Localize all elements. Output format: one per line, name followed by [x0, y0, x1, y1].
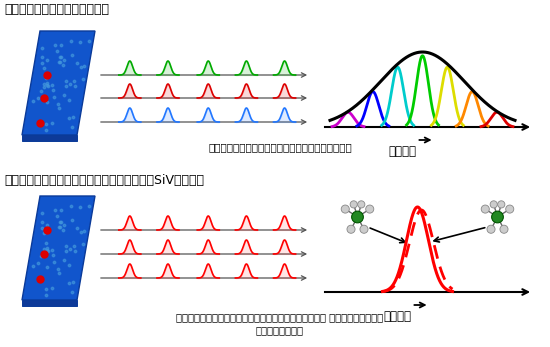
Text: 発光波長: 発光波長 — [388, 145, 416, 158]
Text: 結晶中の異なる位置の一光子源では、波長が異なる: 結晶中の異なる位置の一光子源では、波長が異なる — [208, 142, 352, 152]
Text: 固体結晶中の単一光子源の難題: 固体結晶中の単一光子源の難題 — [4, 3, 109, 16]
Circle shape — [500, 225, 508, 233]
Text: 異なる位置の単一光子源が発生した光子を識別できない 単一光子源を多数作: 異なる位置の単一光子源が発生した光子を識別できない 単一光子源を多数作 — [177, 312, 383, 322]
Circle shape — [358, 201, 365, 208]
Circle shape — [481, 205, 490, 213]
Text: 製することに成功: 製することに成功 — [256, 325, 304, 335]
Circle shape — [341, 205, 349, 213]
Polygon shape — [22, 196, 95, 300]
Circle shape — [366, 205, 374, 213]
Circle shape — [351, 211, 364, 223]
Text: 高純度・高結晶性を極めたダイヤモンド中のSiVセンター: 高純度・高結晶性を極めたダイヤモンド中のSiVセンター — [4, 174, 204, 187]
Text: 発光波長: 発光波長 — [383, 310, 411, 323]
Polygon shape — [22, 31, 95, 135]
Circle shape — [360, 225, 368, 233]
Circle shape — [487, 225, 495, 233]
Circle shape — [505, 205, 514, 213]
Polygon shape — [22, 135, 77, 141]
Circle shape — [492, 211, 503, 223]
Circle shape — [350, 201, 358, 208]
Circle shape — [490, 201, 497, 208]
Circle shape — [498, 201, 505, 208]
Polygon shape — [22, 300, 77, 306]
Circle shape — [347, 225, 355, 233]
